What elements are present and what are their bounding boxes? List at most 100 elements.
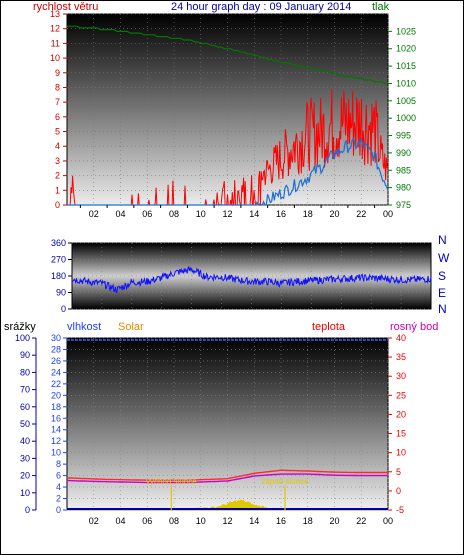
time-tick-label: 04 (115, 209, 125, 219)
direction-tick-label: 360 (51, 238, 66, 248)
direction-tick-label: 180 (51, 271, 66, 281)
rain-tick-label: 10 (20, 488, 30, 498)
temperature-tick-label: 15 (396, 429, 406, 439)
direction-tick-label: 270 (51, 255, 66, 265)
time-tick-label: 10 (196, 209, 206, 219)
wind-speed-tick-label: 5 (55, 127, 60, 137)
temperature-tick-label: -5 (396, 505, 404, 515)
wind-speed-tick-label: 3 (55, 156, 60, 166)
time-tick-label: 18 (303, 209, 313, 219)
temperature-plot-area (66, 337, 389, 511)
temperature-tick-label: 10 (396, 448, 406, 458)
rain-axis-title: srážky (4, 321, 36, 333)
rain-tick-label: 70 (20, 385, 30, 395)
temperature-line (66, 469, 388, 481)
wind-speed-tick-label: 1 (55, 185, 60, 195)
time-tick-label: 04 (115, 516, 125, 526)
wind-speed-tick-label: 12 (50, 24, 60, 34)
pressure-tick-label: 1020 (396, 44, 416, 54)
time-tick-label: 06 (142, 209, 152, 219)
time-tick-label: 08 (169, 516, 179, 526)
time-tick-label: 16 (276, 516, 286, 526)
time-tick-label: 14 (249, 516, 259, 526)
humidity-tick-label: 28 (51, 344, 61, 354)
direction-tick-label: 90 (56, 288, 66, 298)
humidity-tick-label: 16 (51, 413, 61, 423)
humidity-tick-label: 24 (51, 367, 61, 377)
rain-tick-label: 60 (20, 402, 30, 412)
time-tick-label: 22 (356, 516, 366, 526)
time-tick-label: 12 (222, 209, 232, 219)
pressure-tick-label: 980 (396, 183, 411, 193)
pressure-tick-label: 1015 (396, 61, 416, 71)
time-tick-label: 18 (303, 516, 313, 526)
time-tick-label: 22 (356, 209, 366, 219)
humidity-axis-title: vlhkost (67, 321, 101, 333)
wind-speed-tick-label: 13 (50, 9, 60, 19)
humidity-tick-label: 18 (51, 402, 61, 412)
temperature-tick-label: 20 (396, 409, 406, 419)
humidity-tick-label: 30 (51, 333, 61, 343)
temperature-tick-label: 25 (396, 390, 406, 400)
temperature-tick-label: 30 (396, 371, 406, 381)
pressure-tick-label: 1005 (396, 96, 416, 106)
sunrise-label: východ slunce (146, 477, 197, 486)
pressure-tick-label: 1010 (396, 78, 416, 88)
humidity-tick-label: 20 (51, 390, 61, 400)
rain-tick-label: 20 (20, 471, 30, 481)
humidity-tick-label: 2 (56, 494, 61, 504)
dewpoint-axis-title: rosný bod (390, 321, 438, 333)
temperature-tick-label: 40 (396, 333, 406, 343)
rain-tick-label: 100 (15, 333, 30, 343)
pressure-tick-label: 985 (396, 165, 411, 175)
pressure-tick-label: 975 (396, 200, 411, 210)
rain-tick-label: 0 (25, 505, 30, 515)
time-tick-label: 20 (329, 516, 339, 526)
humidity-tick-label: 4 (56, 482, 61, 492)
wind-speed-axis-title: rychlost větru (33, 1, 98, 13)
pressure-tick-label: 995 (396, 131, 411, 141)
pressure-axis-title: tlak (372, 1, 390, 13)
pressure-tick-label: 990 (396, 148, 411, 158)
pressure-tick-label: 1025 (396, 26, 416, 36)
time-tick-label: 08 (169, 209, 179, 219)
rain-tick-label: 80 (20, 367, 30, 377)
wind-speed-tick-label: 0 (55, 200, 60, 210)
time-tick-label: 06 (142, 516, 152, 526)
temperature-tick-label: 0 (396, 486, 401, 496)
pressure-line (67, 25, 388, 85)
time-tick-label: 14 (249, 209, 259, 219)
compass-label: N (438, 302, 447, 316)
humidity-tick-label: 8 (56, 459, 61, 469)
wind-speed-tick-label: 7 (55, 97, 60, 107)
temperature-tick-label: 35 (396, 352, 406, 362)
dewpoint-line (67, 473, 388, 484)
rain-tick-label: 50 (20, 419, 30, 429)
solar-axis-title: Solar (118, 321, 144, 333)
rain-tick-label: 30 (20, 453, 30, 463)
wind-speed-tick-label: 10 (50, 53, 60, 63)
humidity-tick-label: 10 (51, 448, 61, 458)
humidity-tick-label: 14 (51, 425, 61, 435)
time-tick-label: 00 (383, 209, 393, 219)
chart-title: 24 hour graph day : 09 January 2014 (171, 1, 351, 13)
wind-direction-line (72, 265, 432, 294)
compass-label: W (438, 251, 450, 265)
compass-label: E (438, 286, 446, 300)
humidity-tick-label: 26 (51, 356, 61, 366)
time-tick-label: 02 (89, 209, 99, 219)
rain-tick-label: 40 (20, 436, 30, 446)
time-tick-label: 00 (383, 516, 393, 526)
time-tick-label: 20 (329, 209, 339, 219)
temperature-axis-title: teplota (312, 321, 346, 333)
wind-speed-tick-label: 11 (51, 38, 60, 48)
sunset-label: západ slunce (261, 477, 309, 486)
pressure-tick-label: 1000 (396, 113, 416, 123)
rain-tick-label: 90 (20, 350, 30, 360)
time-tick-label: 12 (222, 516, 232, 526)
wind-average-line (67, 137, 389, 206)
humidity-tick-label: 22 (51, 379, 61, 389)
time-tick-label: 10 (196, 516, 206, 526)
compass-label: S (438, 269, 446, 283)
